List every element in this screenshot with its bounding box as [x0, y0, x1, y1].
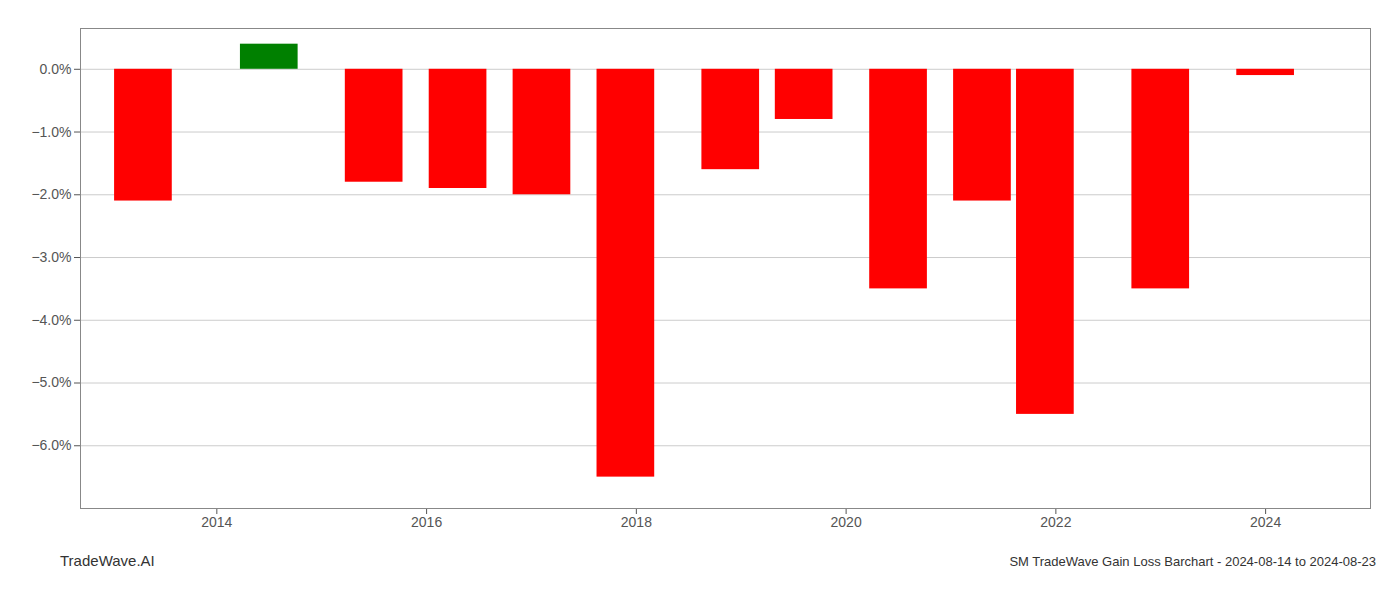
svg-text:0.0%: 0.0%: [40, 61, 72, 77]
svg-text:2014: 2014: [201, 514, 232, 530]
svg-text:−1.0%: −1.0%: [31, 124, 71, 140]
svg-text:2016: 2016: [411, 514, 442, 530]
svg-text:−2.0%: −2.0%: [31, 186, 71, 202]
svg-text:2018: 2018: [621, 514, 652, 530]
svg-text:−5.0%: −5.0%: [31, 374, 71, 390]
svg-text:2020: 2020: [831, 514, 862, 530]
svg-text:−4.0%: −4.0%: [31, 312, 71, 328]
svg-text:−3.0%: −3.0%: [31, 249, 71, 265]
svg-text:−6.0%: −6.0%: [31, 437, 71, 453]
html-text:TradeWave.AI: TradeWave.AI: [60, 552, 155, 569]
svg-text:2024: 2024: [1250, 514, 1281, 530]
html-text:SM TradeWave Gain Loss Barchar: SM TradeWave Gain Loss Barchart - 2024-0…: [1009, 554, 1376, 569]
svg-text:2022: 2022: [1040, 514, 1071, 530]
